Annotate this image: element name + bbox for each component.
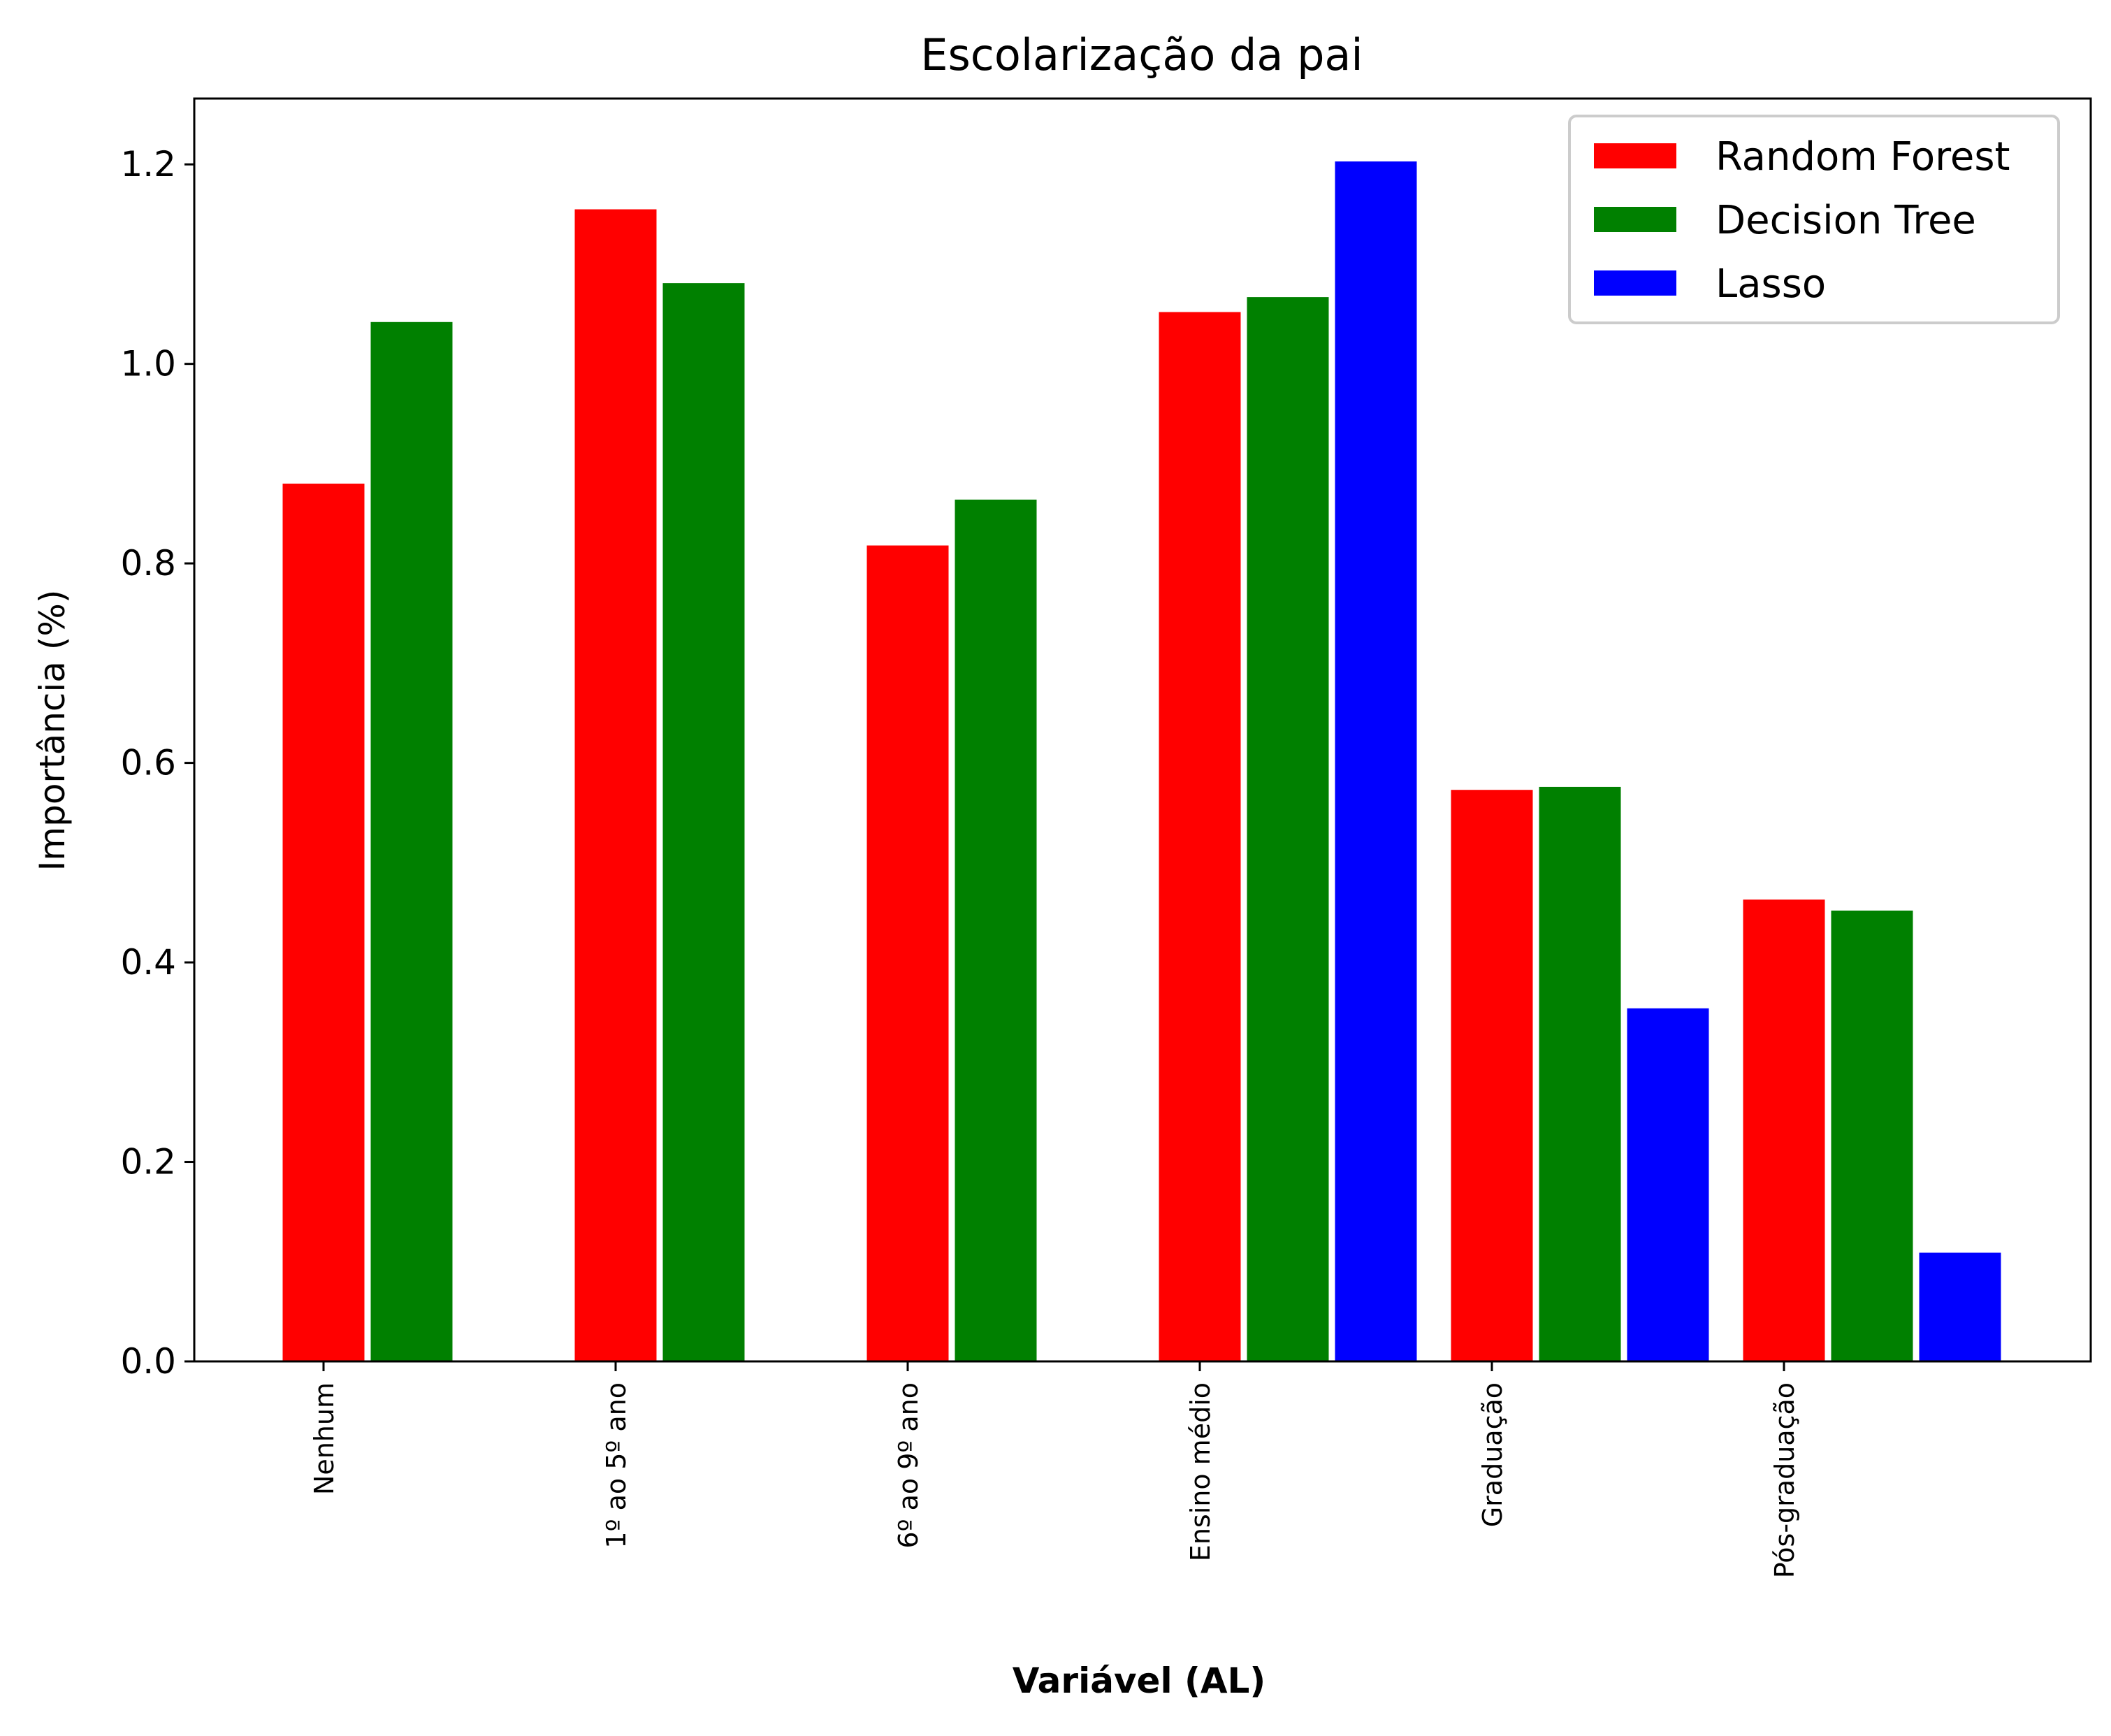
legend-label: Lasso bbox=[1715, 261, 1826, 307]
legend-swatch bbox=[1594, 143, 1676, 168]
bar-random-forest-0 bbox=[280, 482, 367, 1363]
x-tick-label: 1º ao 5º ano bbox=[601, 1382, 632, 1549]
bars-group bbox=[280, 159, 2003, 1363]
bar-decision-tree-4 bbox=[1537, 784, 1623, 1363]
legend-frame bbox=[1568, 115, 2060, 324]
legend: Random Forest Decision Tree Lasso bbox=[1568, 115, 2060, 324]
x-tick-label: Pós-graduação bbox=[1769, 1382, 1800, 1578]
legend-label: Random Forest bbox=[1715, 134, 2010, 180]
legend-swatch bbox=[1594, 207, 1676, 232]
bar-decision-tree-1 bbox=[660, 281, 747, 1363]
x-tick-label: Ensino médio bbox=[1185, 1382, 1216, 1561]
x-axis: Nenhum 1º ao 5º ano 6º ao 9º ano Ensino méd… bbox=[309, 1361, 1800, 1578]
plot-frame bbox=[193, 97, 2092, 1363]
x-tick-label: Nenhum bbox=[309, 1382, 340, 1495]
y-tick-label: 0.8 bbox=[120, 543, 176, 584]
y-tick-label: 0.2 bbox=[120, 1142, 176, 1182]
bar-lasso-3 bbox=[1333, 159, 1419, 1363]
bar-lasso-5 bbox=[1917, 1250, 2003, 1363]
y-tick-label: 0.6 bbox=[120, 743, 176, 783]
bar-decision-tree-2 bbox=[952, 497, 1039, 1363]
legend-label: Decision Tree bbox=[1715, 198, 1976, 243]
x-tick-label: 6º ao 9º ano bbox=[893, 1382, 924, 1549]
x-axis-label: Variável (AL) bbox=[1013, 1661, 1266, 1701]
bar-decision-tree-3 bbox=[1245, 295, 1331, 1363]
bar-random-forest-2 bbox=[864, 543, 951, 1363]
y-axis: 0.0 0.2 0.4 0.6 0.8 1.0 1.2 bbox=[120, 144, 194, 1382]
bar-decision-tree-5 bbox=[1829, 908, 1915, 1363]
chart-title: Escolarização da pai bbox=[920, 29, 1363, 80]
y-axis-label: Importância (%) bbox=[32, 590, 73, 871]
x-tick-label: Graduação bbox=[1477, 1382, 1508, 1527]
y-tick-label: 1.0 bbox=[120, 344, 176, 384]
y-tick-label: 0.4 bbox=[120, 942, 176, 983]
bar-random-forest-1 bbox=[572, 207, 659, 1363]
bar-random-forest-4 bbox=[1449, 788, 1535, 1363]
bar-random-forest-5 bbox=[1741, 897, 1827, 1363]
bar-random-forest-3 bbox=[1156, 310, 1243, 1363]
legend-swatch bbox=[1594, 270, 1676, 296]
bar-lasso-4 bbox=[1625, 1006, 1711, 1363]
y-tick-label: 0.0 bbox=[120, 1341, 176, 1382]
y-tick-label: 1.2 bbox=[120, 144, 176, 185]
bar-decision-tree-0 bbox=[368, 319, 455, 1363]
